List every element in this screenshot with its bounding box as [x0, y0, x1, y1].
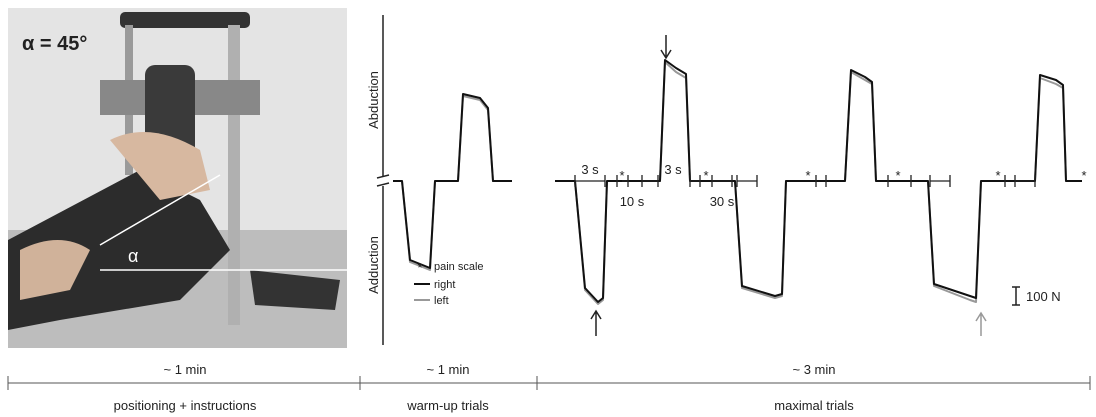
interval-label: 3 s — [581, 162, 599, 177]
adduction-label: Adduction — [366, 236, 381, 294]
interval-label: 10 s — [620, 194, 645, 209]
angle-label: α = 45° — [22, 33, 87, 55]
pain-marker: * — [895, 168, 900, 183]
abduction-label: Abduction — [366, 71, 381, 129]
interval-label: 3 s — [664, 162, 682, 177]
interval-brackets — [574, 175, 1036, 187]
legend-label: left — [434, 295, 449, 307]
phase-label: warm-up trials — [406, 398, 489, 413]
timeline — [7, 376, 1091, 390]
legend-symbol: * — [417, 260, 422, 275]
legend: * pain scale right left — [414, 260, 484, 307]
phase-label: maximal trials — [774, 398, 854, 413]
duration-label: ~ 1 min — [427, 362, 470, 377]
interval-label: 30 s — [710, 194, 735, 209]
duration-label: ~ 1 min — [164, 362, 207, 377]
legend-label: right — [434, 279, 455, 291]
pain-marker: * — [703, 168, 708, 183]
phase-label: positioning + instructions — [114, 398, 257, 413]
angle-symbol: α — [128, 246, 138, 266]
arrows — [590, 35, 987, 336]
pain-marker: * — [995, 168, 1000, 183]
pain-marker: * — [1081, 168, 1086, 183]
duration-label: ~ 3 min — [793, 362, 836, 377]
photo: α = 45° α — [8, 8, 350, 348]
scale-label: 100 N — [1026, 289, 1061, 304]
pain-marker: * — [619, 168, 624, 183]
scale-bar — [1012, 286, 1020, 306]
legend-label: pain scale — [434, 261, 484, 273]
pain-marker: * — [805, 168, 810, 183]
force-axis — [376, 15, 390, 345]
